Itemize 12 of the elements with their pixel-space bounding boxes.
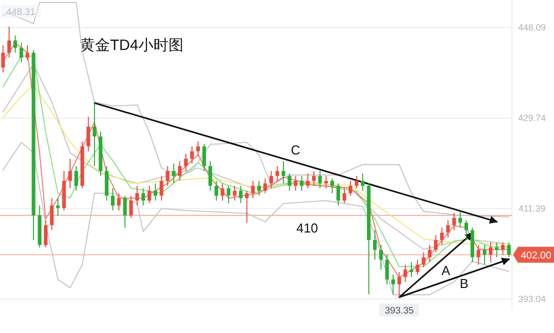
series-label: B bbox=[460, 276, 468, 292]
y-tick-label: 429.74 bbox=[518, 113, 546, 124]
ref-line-label: 410 bbox=[296, 220, 318, 236]
series-label: A bbox=[441, 263, 450, 278]
ref-line-label: 402.00 bbox=[520, 250, 552, 262]
annotation: 393.35 bbox=[384, 305, 414, 316]
series-label: C bbox=[290, 142, 300, 158]
text: 黄金TD4小时图 bbox=[80, 37, 184, 54]
y-tick-label: 393.04 bbox=[518, 294, 546, 304]
y-tick-label: 411.39 bbox=[518, 204, 546, 214]
y-tick-label: 448.09 bbox=[518, 22, 546, 33]
annotation: 448.31 bbox=[6, 7, 36, 18]
